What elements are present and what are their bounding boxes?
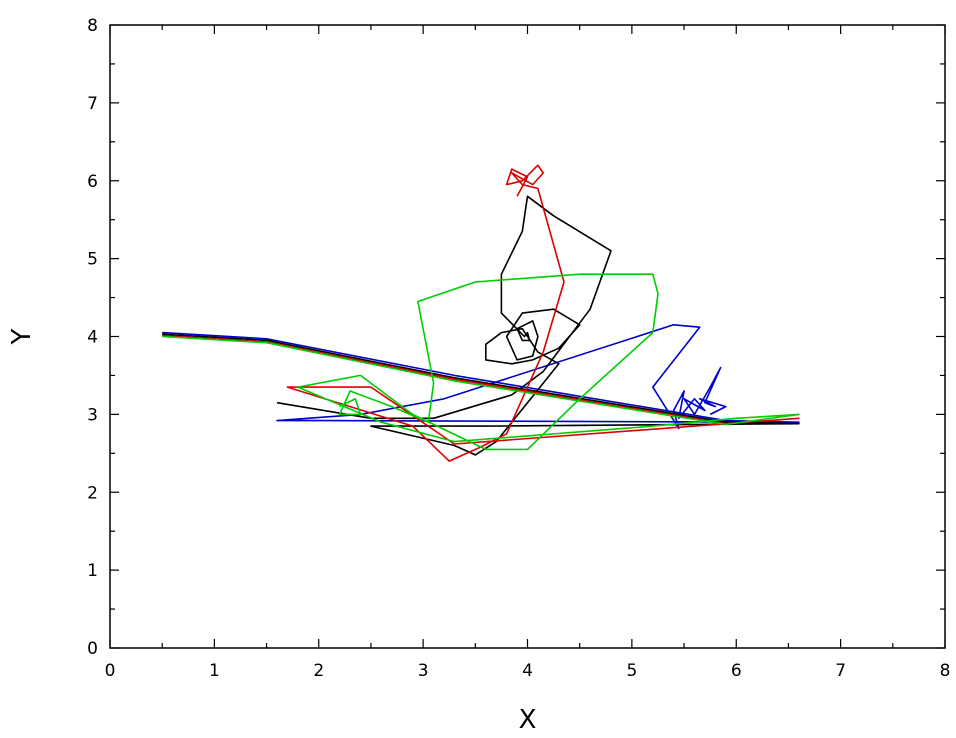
y-tick-label: 0 bbox=[87, 639, 98, 659]
x-tick-label: 3 bbox=[418, 661, 429, 681]
y-tick-label: 6 bbox=[87, 172, 98, 192]
y-tick-label: 3 bbox=[87, 405, 98, 425]
series-line-2 bbox=[162, 195, 800, 456]
x-tick-label: 2 bbox=[313, 661, 324, 681]
x-tick-label: 7 bbox=[835, 661, 846, 681]
x-axis-title: X bbox=[519, 705, 537, 735]
ticks-layer: 0 1 2 3 4 5 6 7 8 0 1 2 3 4 5 6 7 8 bbox=[87, 16, 950, 681]
y-tick-label: 2 bbox=[87, 483, 98, 503]
y-tick-label: 4 bbox=[87, 328, 98, 348]
y-tick-label: 7 bbox=[87, 94, 98, 114]
x-tick-label: 0 bbox=[105, 661, 116, 681]
x-tick-label: 6 bbox=[731, 661, 742, 681]
y-axis-title: Y bbox=[7, 328, 37, 345]
series-line-4 bbox=[162, 273, 800, 451]
y-tick-label: 1 bbox=[87, 561, 98, 581]
series-layer bbox=[162, 164, 800, 462]
x-tick-label: 5 bbox=[626, 661, 637, 681]
y-tick-label: 5 bbox=[87, 250, 98, 270]
x-tick-label: 8 bbox=[940, 661, 951, 681]
series-line-1 bbox=[162, 323, 800, 430]
x-tick-label: 4 bbox=[522, 661, 533, 681]
x-tick-label: 1 bbox=[209, 661, 220, 681]
y-tick-label: 8 bbox=[87, 16, 98, 36]
